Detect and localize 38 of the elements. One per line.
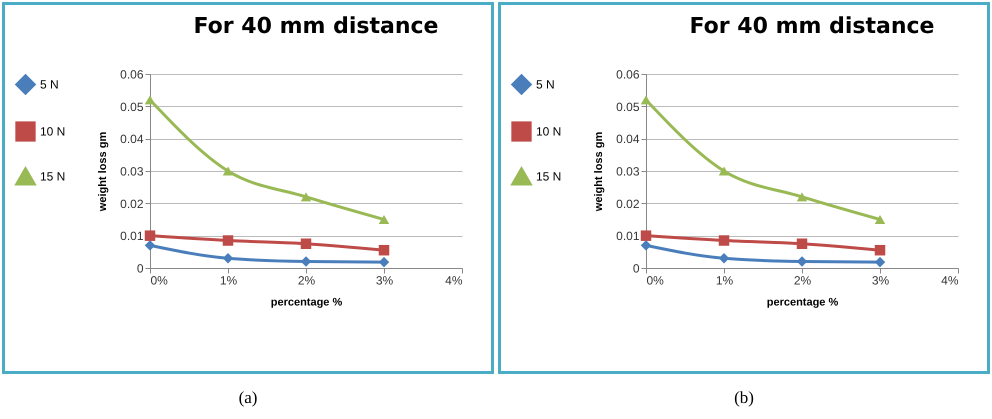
y-tick-label: 0.04: [120, 132, 144, 146]
y-tick-label: 0.05: [120, 100, 144, 114]
y-tick-label: 0.02: [120, 196, 144, 211]
x-tick-label: 4%: [445, 274, 463, 288]
x-tick-label: 3%: [376, 274, 394, 288]
x-tick-label: 2%: [298, 274, 316, 288]
y-tick-label: 0.06: [616, 68, 640, 82]
y-tick-label: 0: [632, 262, 640, 276]
x-axis-title: percentage %: [270, 296, 342, 308]
y-tick-label: 0.01: [120, 229, 144, 244]
y-tick-label: 0.04: [616, 132, 640, 146]
legend-label: 15 N: [40, 170, 66, 184]
y-axis-title: weight loss gm: [97, 132, 110, 212]
y-tick-label: 0: [136, 262, 144, 276]
y-tick-label: 0.03: [616, 164, 640, 178]
y-tick-label: 0.03: [120, 164, 144, 178]
legend-label: 5 N: [536, 78, 555, 92]
text: (b): [733, 388, 755, 408]
y-tick-label: 0.05: [616, 100, 640, 114]
y-tick-label: 0.02: [616, 196, 640, 211]
x-tick-label: 3%: [872, 274, 890, 288]
x-tick-label: 1%: [716, 274, 734, 288]
x-tick-label: 0%: [646, 274, 664, 288]
y-axis-title: weight loss gm: [593, 132, 606, 212]
legend-label: 10 N: [40, 124, 66, 138]
x-tick-label: 2%: [794, 274, 812, 288]
legend-label: 15 N: [536, 170, 562, 184]
x-tick-label: 1%: [220, 274, 238, 288]
text: (a): [238, 388, 258, 408]
x-axis-title: percentage %: [766, 296, 838, 308]
chart-title: For 40 mm distance: [690, 14, 934, 39]
x-tick-label: 0%: [150, 274, 168, 288]
x-tick-label: 4%: [941, 274, 959, 288]
y-tick-label: 0.06: [120, 68, 144, 82]
chart-title: For 40 mm distance: [194, 14, 438, 39]
y-tick-label: 0.01: [616, 229, 640, 244]
legend-label: 10 N: [536, 124, 562, 138]
legend-label: 5 N: [40, 78, 59, 92]
